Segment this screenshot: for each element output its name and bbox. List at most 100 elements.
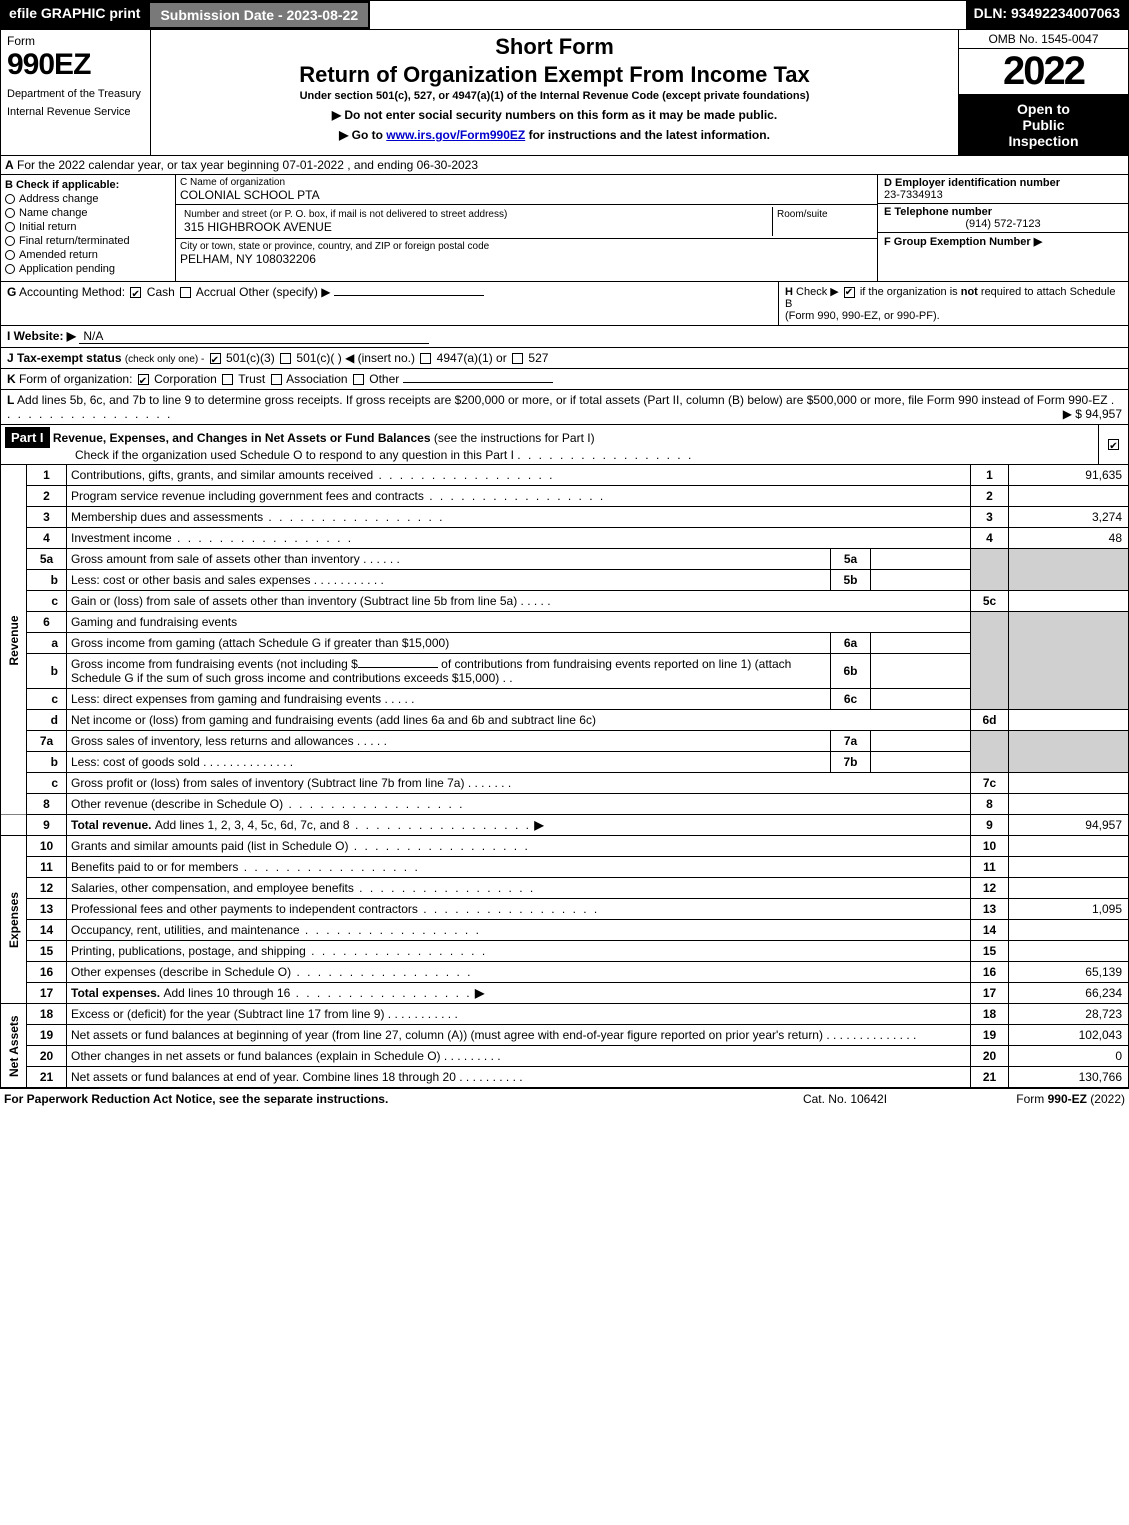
rn: 7c: [971, 773, 1009, 794]
chk-accrual[interactable]: [180, 287, 191, 298]
rv: 102,043: [1009, 1025, 1129, 1046]
shaded-cell: [1009, 549, 1129, 591]
line-18: Net Assets 18 Excess or (deficit) for th…: [1, 1004, 1129, 1025]
line-4: 4 Investment income 4 48: [1, 528, 1129, 549]
line-6b: b Gross income from fundraising events (…: [1, 654, 1129, 689]
ld2: Add lines 1, 2, 3, 4, 5c, 6d, 7c, and 8: [155, 818, 350, 832]
ln: b: [27, 570, 67, 591]
ln: 13: [27, 899, 67, 920]
dots-icon: [354, 881, 535, 895]
ein-value: 23-7334913: [884, 189, 1122, 201]
ld: Excess or (deficit) for the year (Subtra…: [71, 1007, 384, 1021]
open2: Public: [961, 117, 1126, 133]
instr2-pre: ▶ Go to: [339, 128, 386, 142]
ld2: Add lines 10 through 16: [163, 986, 290, 1000]
chk-corporation[interactable]: [138, 374, 149, 385]
chk-name-change[interactable]: Name change: [5, 207, 171, 219]
dept-treasury: Department of the Treasury: [7, 88, 144, 100]
rn: 13: [971, 899, 1009, 920]
chk-amended-return[interactable]: Amended return: [5, 249, 171, 261]
chk-initial-return[interactable]: Initial return: [5, 221, 171, 233]
checkbox-icon: [5, 236, 15, 246]
chk-application-pending[interactable]: Application pending: [5, 263, 171, 275]
submission-date: Submission Date - 2023-08-22: [148, 1, 370, 29]
tel-row: E Telephone number (914) 572-7123: [878, 204, 1128, 233]
ld: Occupancy, rent, utilities, and maintena…: [71, 923, 300, 937]
iv: [871, 731, 971, 752]
h-t1: Check ▶: [796, 286, 839, 298]
footer-mid: Cat. No. 10642I: [745, 1092, 945, 1106]
ln: 10: [27, 836, 67, 857]
line-7a: 7a Gross sales of inventory, less return…: [1, 731, 1129, 752]
ld: Gaming and fundraising events: [71, 615, 237, 629]
rv: 48: [1009, 528, 1129, 549]
footer-right-post: (2022): [1087, 1092, 1125, 1106]
chk-final-return[interactable]: Final return/terminated: [5, 235, 171, 247]
part1-title: Revenue, Expenses, and Changes in Net As…: [53, 431, 431, 445]
ein-row: D Employer identification number 23-7334…: [878, 175, 1128, 204]
rv: [1009, 878, 1129, 899]
chk-schedule-b[interactable]: [844, 287, 855, 298]
form-number: 990EZ: [7, 48, 144, 82]
ld: Gross profit or (loss) from sales of inv…: [71, 776, 464, 790]
dots-icon: [350, 818, 531, 832]
tel-value: (914) 572-7123: [884, 218, 1122, 230]
chk-527[interactable]: [512, 353, 523, 364]
ld1: Gross income from fundraising events (no…: [71, 657, 358, 671]
rv: [1009, 486, 1129, 507]
ln: a: [27, 633, 67, 654]
ld: Other revenue (describe in Schedule O): [71, 797, 283, 811]
shaded-cell: [1009, 731, 1129, 773]
dots-icon: [373, 468, 554, 482]
ln: c: [27, 689, 67, 710]
ln: 8: [27, 794, 67, 815]
subtitle: Under section 501(c), 527, or 4947(a)(1)…: [159, 90, 950, 102]
header-right: OMB No. 1545-0047 2022 Open to Public In…: [958, 30, 1128, 155]
l-label: L: [7, 393, 14, 407]
rv: 28,723: [1009, 1004, 1129, 1025]
ld: Net assets or fund balances at end of ye…: [71, 1070, 456, 1084]
rv: 0: [1009, 1046, 1129, 1067]
instruction-ssn: ▶ Do not enter social security numbers o…: [159, 108, 950, 122]
chk-501c3[interactable]: [210, 353, 221, 364]
irs-link[interactable]: www.irs.gov/Form990EZ: [386, 128, 525, 142]
dln-label: DLN: 93492234007063: [966, 1, 1128, 29]
in: 6c: [831, 689, 871, 710]
line-6: 6 Gaming and fundraising events: [1, 612, 1129, 633]
dots-icon: [418, 902, 599, 916]
chk-other-org[interactable]: [353, 374, 364, 385]
dots-icon: [517, 448, 693, 462]
section-a-label: A: [5, 158, 14, 172]
chk-schedule-o[interactable]: [1108, 439, 1119, 450]
i-label: I Website: ▶: [7, 329, 76, 343]
ln: 15: [27, 941, 67, 962]
line-13: 13 Professional fees and other payments …: [1, 899, 1129, 920]
chk-501c[interactable]: [280, 353, 291, 364]
line-2: 2 Program service revenue including gove…: [1, 486, 1129, 507]
ld: Gross sales of inventory, less returns a…: [71, 734, 354, 748]
ln: c: [27, 773, 67, 794]
chk-association[interactable]: [271, 374, 282, 385]
org-name: COLONIAL SCHOOL PTA: [180, 188, 873, 202]
line-5c: c Gain or (loss) from sale of assets oth…: [1, 591, 1129, 612]
open-public-badge: Open to Public Inspection: [959, 95, 1128, 155]
line-6d: d Net income or (loss) from gaming and f…: [1, 710, 1129, 731]
iv: [871, 633, 971, 654]
rv: [1009, 710, 1129, 731]
line-5b: b Less: cost or other basis and sales ex…: [1, 570, 1129, 591]
chk-address-change[interactable]: Address change: [5, 193, 171, 205]
ln: 12: [27, 878, 67, 899]
chk-cash[interactable]: [130, 287, 141, 298]
rn: 5c: [971, 591, 1009, 612]
city-label: City or town, state or province, country…: [180, 241, 873, 252]
dept-irs: Internal Revenue Service: [7, 106, 144, 118]
chk-trust[interactable]: [222, 374, 233, 385]
chk-4947[interactable]: [420, 353, 431, 364]
ln: 14: [27, 920, 67, 941]
ln: 21: [27, 1067, 67, 1088]
shaded-cell: [971, 549, 1009, 591]
ld: Salaries, other compensation, and employ…: [71, 881, 354, 895]
rv: 91,635: [1009, 465, 1129, 486]
city-row: City or town, state or province, country…: [176, 239, 877, 268]
j-sub: (check only one) -: [125, 354, 204, 365]
